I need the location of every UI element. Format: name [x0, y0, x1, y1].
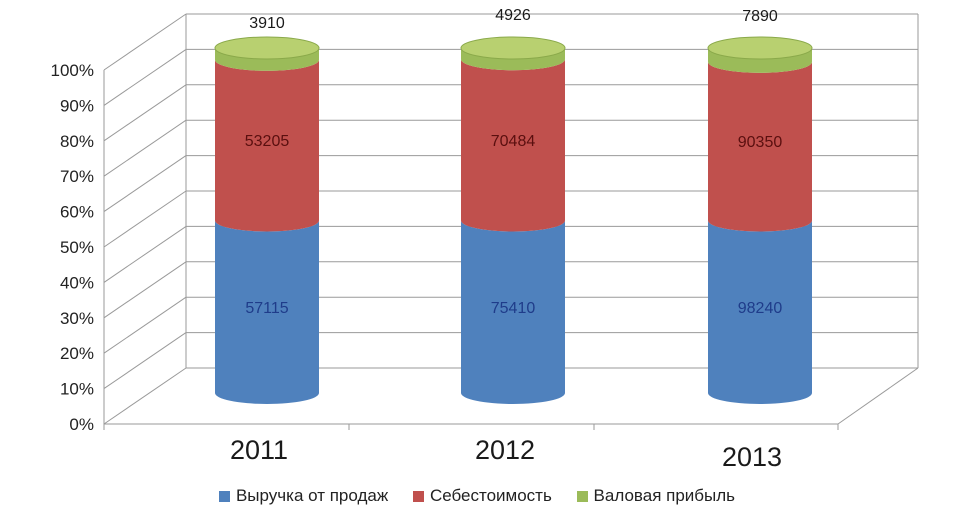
y-tick-label: 90% — [60, 96, 94, 115]
legend-item-gross-profit: Валовая прибыль — [576, 486, 736, 506]
y-tick-label: 60% — [60, 203, 94, 222]
bar-segment — [708, 61, 812, 232]
legend-item-revenue: Выручка от продаж — [218, 486, 389, 506]
data-label: 75410 — [491, 300, 536, 317]
cylinder-top-cap — [460, 36, 566, 60]
data-label: 57115 — [245, 300, 288, 317]
y-tick-label: 20% — [60, 344, 94, 363]
bar-segment — [461, 220, 565, 404]
gridline-side — [103, 155, 187, 213]
y-tick-label: 50% — [60, 238, 94, 257]
gridline-side — [103, 119, 187, 177]
bar-segment — [708, 48, 812, 73]
y-tick-label: 70% — [60, 167, 94, 186]
legend: Выручка от продаж Себестоимость Валовая … — [0, 486, 954, 506]
bar-segment — [708, 220, 812, 404]
data-label: 4926 — [495, 7, 531, 24]
floor-right-edge — [837, 367, 919, 425]
y-tick-label: 10% — [60, 380, 94, 399]
y-tick-label: 0% — [69, 415, 94, 434]
legend-swatch-gross-profit — [576, 491, 588, 502]
gridline-side — [103, 48, 187, 106]
data-label: 70484 — [491, 133, 536, 150]
bar-segment — [215, 220, 319, 404]
legend-swatch-revenue — [218, 491, 230, 502]
legend-label-gross-profit: Валовая прибыль — [593, 486, 736, 505]
data-label: 7890 — [742, 8, 778, 25]
gridline-side — [103, 84, 187, 142]
y-tick-label: 80% — [60, 132, 94, 151]
gridline-side — [103, 190, 187, 248]
gridline-side — [103, 332, 187, 390]
data-label: 53205 — [245, 133, 290, 150]
category-labels: 2011 2012 2013 — [230, 435, 782, 472]
x-category-label: 2011 — [230, 435, 288, 465]
legend-label-cost: Себестоимость — [429, 486, 552, 505]
y-tick-label: 30% — [60, 309, 94, 328]
legend-item-cost: Себестоимость — [412, 486, 552, 506]
gridline-side — [103, 225, 187, 283]
bar-segment — [461, 59, 565, 232]
y-tick-label: 100% — [51, 61, 94, 80]
gridline-side — [103, 261, 187, 319]
gridline-side — [103, 367, 187, 425]
y-tick-labels: 0% 10% 20% 30% 40% 50% 60% 70% 80% 90% 100% — [51, 61, 94, 434]
y-tick-label: 40% — [60, 273, 94, 292]
legend-swatch-cost — [412, 491, 424, 502]
gridline-side — [103, 296, 187, 354]
data-labels: 57115 53205 3910 75410 70484 4926 98240 90350 78… — [245, 7, 783, 317]
cylinder-top-cap — [214, 36, 320, 60]
data-label: 90350 — [738, 134, 783, 151]
cylinder-top-cap — [707, 36, 813, 60]
x-category-label: 2013 — [722, 442, 782, 472]
data-label: 3910 — [249, 15, 285, 32]
bars — [214, 36, 813, 404]
gridline-side — [103, 13, 187, 71]
data-label: 98240 — [738, 300, 783, 317]
x-category-label: 2012 — [475, 435, 535, 465]
legend-label-revenue: Выручка от продаж — [235, 486, 389, 505]
axes — [103, 14, 919, 430]
bar-segment — [215, 59, 319, 232]
